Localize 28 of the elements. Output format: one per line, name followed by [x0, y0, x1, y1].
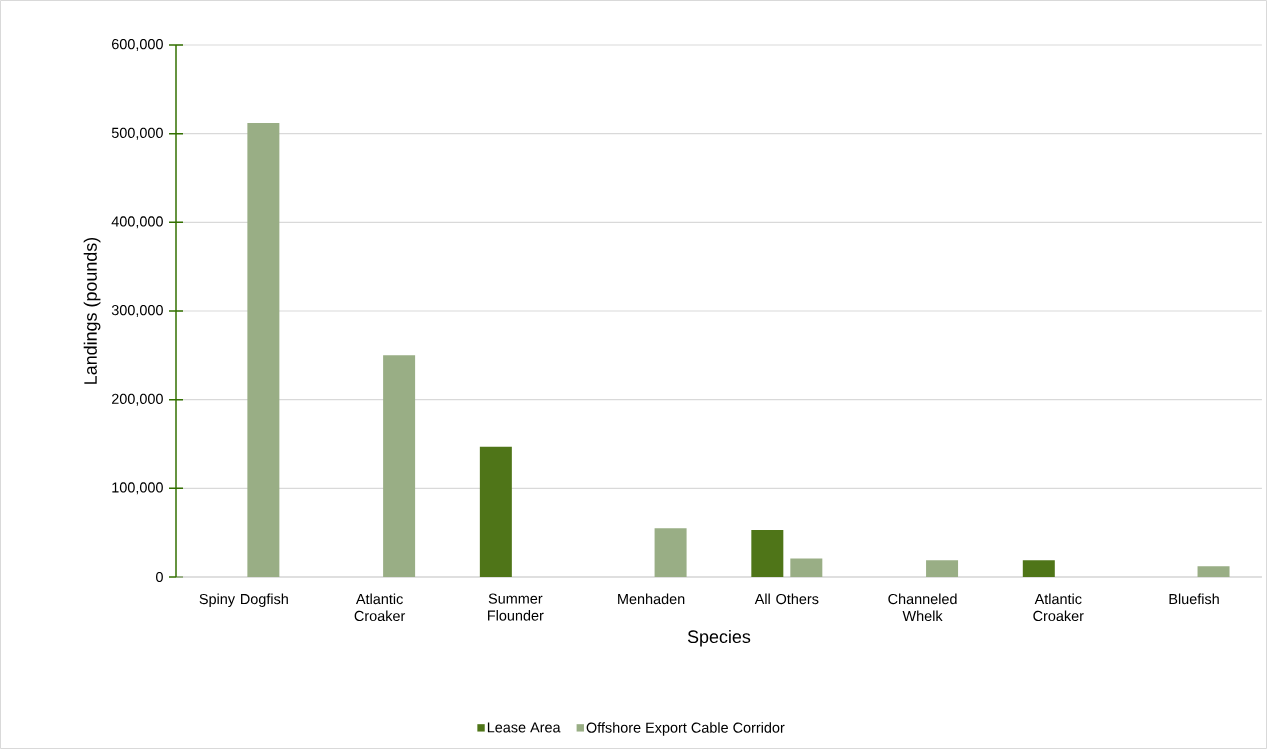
- x-tick-label: Bluefish: [1169, 593, 1219, 605]
- bar: [1022, 560, 1055, 577]
- legend-label: Lease Area: [487, 722, 561, 733]
- bar: [479, 446, 512, 577]
- bar: [654, 528, 687, 577]
- x-tick-label: Menhaden: [618, 593, 685, 605]
- legend-label: Offshore Export Cable Corridor: [586, 722, 785, 736]
- y-axis-title: Landings (pounds): [83, 237, 101, 384]
- x-axis-title: Species: [687, 629, 751, 647]
- y-tick-label: 400,000: [111, 216, 163, 229]
- x-tick-label: Channeled Whelk: [888, 593, 957, 622]
- x-tick-label: All Others: [754, 593, 819, 605]
- y-tick-label: 100,000: [112, 482, 163, 495]
- bar: [751, 530, 784, 577]
- bar: [790, 558, 823, 577]
- bar: [383, 355, 416, 577]
- bar: [926, 560, 959, 577]
- x-tick-label: Atlantic Croaker: [354, 593, 406, 622]
- y-tick-label: 300,000: [111, 305, 163, 317]
- x-tick-label: Summer Flounder: [488, 593, 544, 621]
- bar: [247, 123, 280, 577]
- y-tick-label: 500,000: [111, 127, 163, 140]
- y-tick-label: 200,000: [112, 393, 163, 406]
- x-tick-label: Atlantic Croaker: [1033, 593, 1084, 622]
- x-tick-label: Spiny Dogfish: [199, 593, 288, 607]
- bar: [1197, 566, 1230, 577]
- y-tick-label: 0: [156, 571, 163, 583]
- y-tick-label: 600,000: [112, 39, 163, 51]
